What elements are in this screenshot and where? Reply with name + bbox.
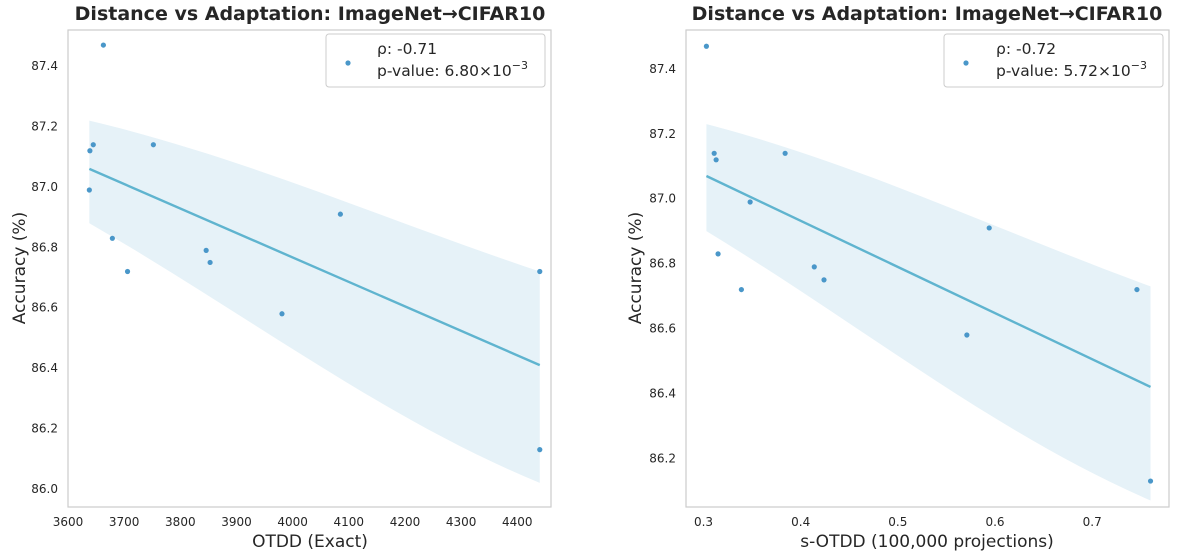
x-tick-label: 4100 (334, 515, 365, 529)
chart-left: Distance vs Adaptation: ImageNet→CIFAR10… (10, 3, 552, 552)
data-point (150, 142, 156, 148)
x-tick-label: 0.6 (985, 515, 1004, 529)
confidence-band (706, 124, 1151, 501)
data-point (782, 150, 788, 156)
y-tick-label: 86.8 (31, 240, 58, 254)
x-tick-label: 4000 (277, 515, 308, 529)
regression-line (705, 174, 1152, 389)
data-point (100, 42, 106, 48)
chart-title: Distance vs Adaptation: ImageNet→CIFAR10 (75, 3, 546, 25)
y-tick-label: 87.0 (649, 192, 676, 206)
legend-rho: ρ: -0.72 (996, 40, 1056, 58)
legend-pvalue-exponent: −3 (1131, 59, 1147, 72)
y-tick-label: 86.0 (31, 482, 58, 496)
x-tick-label: 0.7 (1083, 515, 1102, 529)
y-tick-labels: 86.0 86.2 86.4 86.6 86.8 87.0 87.2 87.4 (31, 59, 58, 496)
data-point (747, 199, 753, 205)
legend-marker (963, 60, 969, 66)
y-tick-label: 86.6 (31, 301, 58, 315)
y-tick-label: 86.2 (31, 422, 58, 436)
y-axis-label: Accuracy (%) (10, 212, 30, 324)
data-point (1134, 286, 1140, 293)
legend-marker (345, 60, 351, 66)
x-axis-label: OTDD (Exact) (252, 532, 368, 552)
confidence-band (89, 120, 540, 483)
data-point (811, 264, 817, 270)
regression-line (88, 167, 541, 367)
y-tick-label: 87.0 (31, 180, 58, 194)
data-point (109, 235, 115, 241)
x-tick-label: 3600 (53, 515, 84, 529)
x-tick-label: 3700 (109, 515, 140, 529)
x-tick-label: 3800 (165, 515, 196, 529)
legend-box (325, 33, 546, 88)
chart-title: Distance vs Adaptation: ImageNet→CIFAR10 (692, 3, 1163, 25)
legend-pvalue-exponent: −3 (512, 59, 528, 72)
chart-right: Distance vs Adaptation: ImageNet→CIFAR10… (626, 3, 1170, 552)
y-tick-label: 86.8 (649, 257, 676, 271)
x-tick-labels: 3600 3700 3800 3900 4000 4100 4200 4300 4400 (53, 515, 533, 529)
y-tick-label: 86.4 (649, 386, 676, 400)
legend-box (943, 33, 1164, 88)
data-point (1147, 478, 1154, 484)
legend-rho: ρ: -0.71 (377, 40, 437, 58)
data-point (87, 148, 93, 154)
data-point (86, 187, 92, 193)
legend: ρ: -0.71 p-value: 6.80×10−3 (325, 33, 546, 88)
x-tick-labels: 0.3 0.4 0.5 0.6 0.7 (694, 515, 1102, 529)
data-point (537, 447, 543, 453)
data-point (738, 286, 744, 293)
y-tick-label: 86.2 (649, 451, 676, 465)
y-tick-label: 87.2 (649, 127, 676, 141)
x-axis-label: s-OTDD (100,000 projections) (800, 532, 1054, 552)
data-point (279, 311, 285, 317)
data-point (90, 142, 96, 148)
data-point (711, 150, 717, 156)
legend: ρ: -0.72 p-value: 5.72×10−3 (943, 33, 1164, 88)
x-tick-label: 0.5 (888, 515, 907, 529)
y-tick-label: 87.2 (31, 120, 58, 134)
y-axis-label: Accuracy (%) (626, 212, 646, 324)
data-point (203, 247, 209, 253)
data-points (86, 42, 543, 453)
data-point (207, 259, 213, 266)
data-points (703, 43, 1154, 484)
legend-pvalue: p-value: 5.72×10−3 (996, 59, 1147, 80)
x-tick-label: 3900 (221, 515, 252, 529)
data-point (537, 268, 543, 275)
y-tick-label: 86.6 (649, 322, 676, 336)
data-point (337, 211, 343, 217)
y-tick-label: 86.4 (31, 361, 58, 375)
x-tick-label: 4300 (446, 515, 477, 529)
y-tick-label: 87.4 (649, 62, 676, 76)
data-point (715, 251, 721, 257)
legend-pvalue: p-value: 6.80×10−3 (377, 59, 528, 80)
data-point (964, 332, 970, 338)
x-tick-label: 0.4 (791, 515, 810, 529)
data-point (124, 268, 131, 275)
data-point (703, 43, 710, 49)
data-point (821, 277, 827, 283)
x-tick-label: 0.3 (694, 515, 713, 529)
x-tick-label: 4400 (502, 515, 533, 529)
y-tick-labels: 86.2 86.4 86.6 86.8 87.0 87.2 87.4 (649, 62, 676, 465)
x-tick-label: 4200 (390, 515, 421, 529)
data-point (986, 225, 992, 231)
y-tick-label: 87.4 (31, 59, 58, 73)
data-point (713, 157, 719, 163)
